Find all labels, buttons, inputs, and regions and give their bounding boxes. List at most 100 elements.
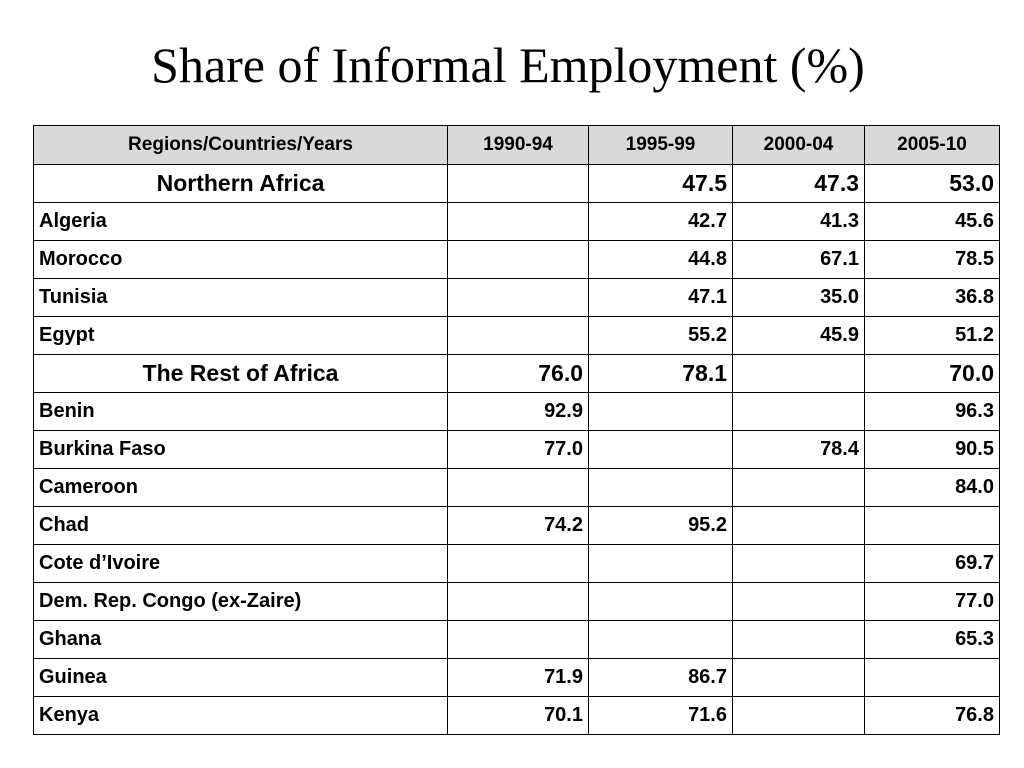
value-cell: 45.6 [864, 202, 1000, 241]
value-cell: 55.2 [588, 316, 733, 355]
value-cell [588, 392, 733, 431]
table-header: Regions/Countries/Years 1990-94 1995-99 … [33, 125, 1000, 165]
value-cell: 35.0 [732, 278, 865, 317]
header-cell-1990-94: 1990-94 [447, 125, 589, 165]
value-cell: 47.1 [588, 278, 733, 317]
value-cell: 69.7 [864, 544, 1000, 583]
value-cell: 67.1 [732, 240, 865, 279]
value-cell: 76.0 [447, 354, 589, 393]
table-row: Ghana 65.3 [33, 620, 1000, 659]
value-cell [732, 506, 865, 545]
header-cell-1995-99: 1995-99 [588, 125, 733, 165]
value-cell: 78.1 [588, 354, 733, 393]
value-cell [588, 582, 733, 621]
value-cell [732, 544, 865, 583]
value-cell [588, 544, 733, 583]
value-cell: 86.7 [588, 658, 733, 697]
value-cell [447, 544, 589, 583]
country-name-cell: Burkina Faso [33, 430, 448, 469]
table-row: Algeria 42.7 41.3 45.6 [33, 202, 1000, 241]
value-cell: 45.9 [732, 316, 865, 355]
value-cell: 77.0 [447, 430, 589, 469]
header-cell-regions: Regions/Countries/Years [33, 125, 448, 165]
value-cell: 36.8 [864, 278, 1000, 317]
country-name-cell: Algeria [33, 202, 448, 241]
value-cell [732, 658, 865, 697]
region-name-cell: Northern Africa [33, 164, 448, 203]
table-row: Chad 74.2 95.2 [33, 506, 1000, 545]
value-cell [588, 620, 733, 659]
value-cell: 76.8 [864, 696, 1000, 735]
value-cell [447, 582, 589, 621]
value-cell: 84.0 [864, 468, 1000, 507]
table-row: Dem. Rep. Congo (ex-Zaire) 77.0 [33, 582, 1000, 621]
value-cell: 44.8 [588, 240, 733, 279]
value-cell: 71.6 [588, 696, 733, 735]
country-name-cell: Guinea [33, 658, 448, 697]
value-cell [732, 620, 865, 659]
country-name-cell: Chad [33, 506, 448, 545]
value-cell: 41.3 [732, 202, 865, 241]
value-cell [864, 506, 1000, 545]
value-cell: 42.7 [588, 202, 733, 241]
country-name-cell: Dem. Rep. Congo (ex-Zaire) [33, 582, 448, 621]
value-cell: 51.2 [864, 316, 1000, 355]
value-cell: 74.2 [447, 506, 589, 545]
table-row: Cameroon 84.0 [33, 468, 1000, 507]
value-cell: 78.5 [864, 240, 1000, 279]
value-cell [732, 696, 865, 735]
table-row: Benin 92.9 96.3 [33, 392, 1000, 431]
value-cell [588, 468, 733, 507]
value-cell [732, 392, 865, 431]
value-cell: 70.0 [864, 354, 1000, 393]
region-row: Northern Africa 47.5 47.3 53.0 [33, 164, 1000, 203]
country-name-cell: Ghana [33, 620, 448, 659]
value-cell: 65.3 [864, 620, 1000, 659]
table-row: Morocco 44.8 67.1 78.5 [33, 240, 1000, 279]
value-cell [732, 354, 865, 393]
value-cell: 92.9 [447, 392, 589, 431]
country-name-cell: Kenya [33, 696, 448, 735]
country-name-cell: Benin [33, 392, 448, 431]
header-row: Regions/Countries/Years 1990-94 1995-99 … [33, 125, 1000, 165]
value-cell: 96.3 [864, 392, 1000, 431]
value-cell [447, 316, 589, 355]
value-cell [588, 430, 733, 469]
table-row: Tunisia 47.1 35.0 36.8 [33, 278, 1000, 317]
country-name-cell: Tunisia [33, 278, 448, 317]
region-row: The Rest of Africa 76.0 78.1 70.0 [33, 354, 1000, 393]
value-cell [732, 582, 865, 621]
value-cell: 47.3 [732, 164, 865, 203]
country-name-cell: Egypt [33, 316, 448, 355]
value-cell [732, 468, 865, 507]
slide-title: Share of Informal Employment (%) [151, 37, 865, 93]
value-cell: 90.5 [864, 430, 1000, 469]
value-cell: 78.4 [732, 430, 865, 469]
value-cell: 77.0 [864, 582, 1000, 621]
value-cell: 53.0 [864, 164, 1000, 203]
informal-employment-table: Regions/Countries/Years 1990-94 1995-99 … [33, 125, 1000, 735]
header-cell-2000-04: 2000-04 [732, 125, 865, 165]
header-cell-2005-10: 2005-10 [864, 125, 1000, 165]
country-name-cell: Cote d’Ivoire [33, 544, 448, 583]
country-name-cell: Cameroon [33, 468, 448, 507]
value-cell [447, 468, 589, 507]
table-body: Northern Africa 47.5 47.3 53.0 Algeria 42.7 41… [33, 164, 1000, 735]
table-row: Burkina Faso 77.0 78.4 90.5 [33, 430, 1000, 469]
value-cell [447, 240, 589, 279]
value-cell [447, 620, 589, 659]
table-row: Kenya 70.1 71.6 76.8 [33, 696, 1000, 735]
value-cell: 70.1 [447, 696, 589, 735]
table-row: Cote d’Ivoire 69.7 [33, 544, 1000, 583]
table-row: Guinea 71.9 86.7 [33, 658, 1000, 697]
value-cell [864, 658, 1000, 697]
value-cell: 47.5 [588, 164, 733, 203]
value-cell [447, 164, 589, 203]
country-name-cell: Morocco [33, 240, 448, 279]
value-cell: 95.2 [588, 506, 733, 545]
table-row: Egypt 55.2 45.9 51.2 [33, 316, 1000, 355]
value-cell [447, 278, 589, 317]
value-cell: 71.9 [447, 658, 589, 697]
value-cell [447, 202, 589, 241]
region-name-cell: The Rest of Africa [33, 354, 448, 393]
